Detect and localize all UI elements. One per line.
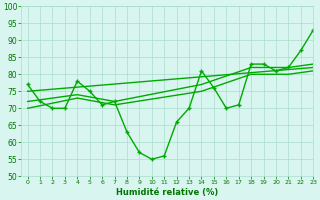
X-axis label: Humidité relative (%): Humidité relative (%) bbox=[116, 188, 219, 197]
